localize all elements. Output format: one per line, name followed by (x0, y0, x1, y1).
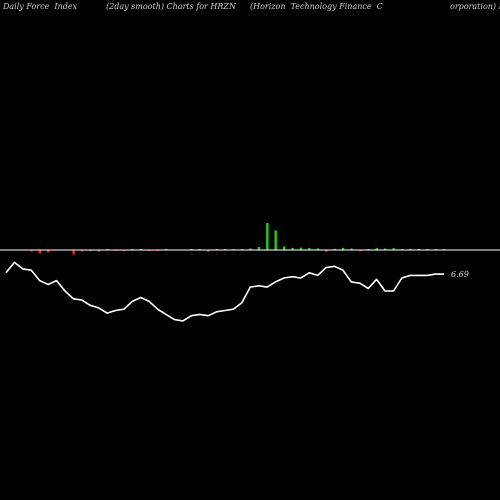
force-bar (299, 247, 303, 250)
force-bar (30, 250, 33, 252)
force-bar (333, 248, 336, 250)
smoothed-force-line (5, 261, 444, 322)
force-bar (80, 250, 84, 252)
force-bar (384, 248, 387, 250)
force-bar (38, 250, 42, 254)
last-value-label: 6.69 (451, 270, 469, 279)
force-bar (350, 248, 353, 250)
force-bar (358, 250, 362, 252)
force-bar (249, 248, 252, 250)
force-bar (89, 250, 92, 252)
force-bar (283, 246, 286, 250)
force-bar (392, 248, 395, 250)
force-bar (409, 248, 412, 250)
force-bar (308, 247, 311, 250)
force-bar (325, 250, 328, 252)
force-bar (165, 248, 168, 250)
force-bar (274, 230, 277, 250)
force-bar (291, 247, 294, 250)
chart-title-part-4: orporation) M (450, 2, 500, 11)
force-bar (47, 250, 50, 253)
chart-title-part-1: Daily Force Index (3, 2, 78, 11)
force-bar (257, 247, 261, 250)
force-bar (122, 250, 126, 252)
force-bar (266, 223, 269, 250)
chart-title-part-2: (2day smooth) Charts for HRZN (106, 2, 236, 11)
force-bar (207, 250, 210, 252)
force-bar (72, 250, 75, 255)
force-bar (341, 247, 345, 250)
force-bar (375, 247, 378, 250)
force-bar (316, 248, 320, 250)
chart-title-part-3: (Horizon Technology Finance C (250, 2, 383, 11)
force-bar (97, 250, 101, 252)
